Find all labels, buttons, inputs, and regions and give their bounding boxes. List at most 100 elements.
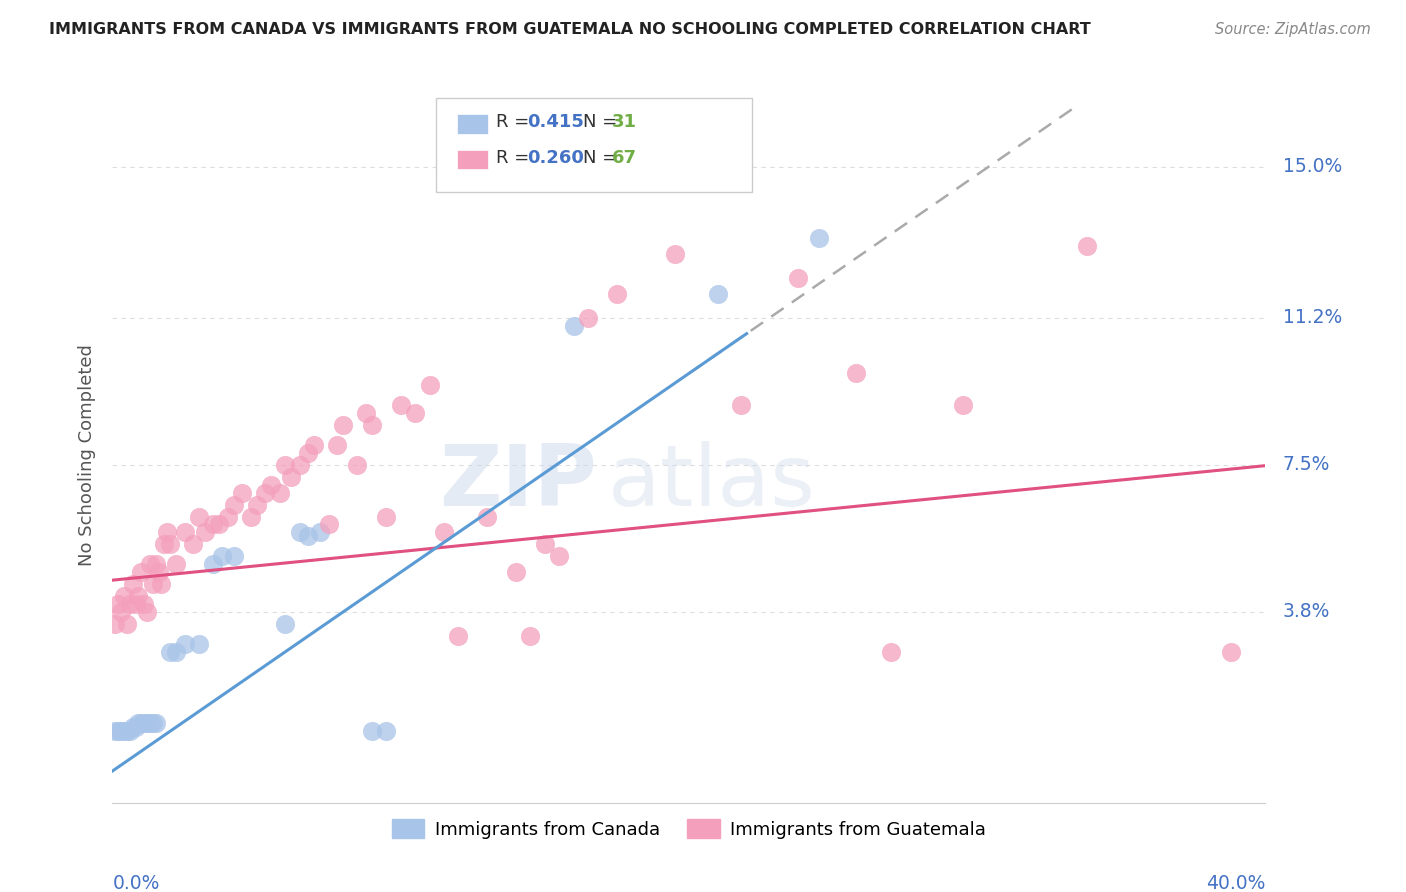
Point (107, 597, 129, 611)
Text: 31: 31 (612, 113, 637, 131)
Point (129, 716, 153, 731)
Point (142, 577, 165, 591)
Point (107, 724, 129, 739)
Point (139, 558, 162, 572)
Point (260, 477, 283, 491)
Point (548, 549, 571, 564)
Point (188, 509, 211, 524)
Text: 40.0%: 40.0% (1206, 874, 1265, 892)
Text: R =: R = (496, 113, 536, 131)
Point (1076, 239, 1098, 253)
Point (288, 458, 311, 472)
Point (404, 406, 426, 420)
Point (360, 418, 382, 433)
Point (274, 616, 297, 631)
Text: ZIP: ZIP (439, 442, 596, 524)
Point (606, 286, 628, 301)
Point (562, 318, 585, 333)
Point (194, 525, 217, 540)
Point (534, 537, 557, 551)
Point (112, 589, 135, 603)
Point (110, 724, 132, 739)
Point (134, 597, 156, 611)
Point (115, 616, 138, 631)
Point (124, 720, 146, 734)
Point (730, 398, 752, 412)
Text: N =: N = (583, 149, 623, 167)
Point (211, 549, 233, 564)
Point (165, 645, 187, 659)
Legend: Immigrants from Canada, Immigrants from Guatemala: Immigrants from Canada, Immigrants from … (384, 812, 994, 846)
Point (576, 310, 599, 325)
Point (297, 446, 319, 460)
Point (127, 716, 149, 731)
Point (136, 605, 159, 619)
Point (274, 458, 297, 472)
Point (288, 525, 311, 540)
Point (121, 577, 143, 591)
Point (145, 716, 167, 731)
Text: 15.0%: 15.0% (1282, 157, 1341, 177)
Point (112, 724, 135, 739)
Point (389, 398, 412, 412)
Point (375, 509, 398, 524)
Point (159, 537, 181, 551)
Point (173, 637, 195, 651)
Point (118, 724, 141, 739)
Point (181, 537, 204, 551)
Point (664, 247, 686, 261)
Point (475, 509, 499, 524)
Point (354, 406, 377, 420)
Text: IMMIGRANTS FROM CANADA VS IMMIGRANTS FROM GUATEMALA NO SCHOOLING COMPLETED CORRE: IMMIGRANTS FROM CANADA VS IMMIGRANTS FRO… (49, 22, 1091, 37)
Point (127, 589, 149, 603)
Point (165, 558, 187, 572)
Point (505, 565, 527, 579)
Point (222, 549, 245, 564)
Point (156, 525, 179, 540)
Point (202, 517, 225, 532)
Point (121, 720, 143, 734)
Point (519, 629, 541, 643)
Point (419, 378, 441, 392)
Point (134, 716, 156, 731)
Point (110, 605, 132, 619)
Point (104, 724, 127, 739)
Y-axis label: No Schooling Completed: No Schooling Completed (77, 344, 96, 566)
Point (139, 716, 162, 731)
Point (124, 597, 146, 611)
Point (787, 271, 810, 285)
Text: 7.5%: 7.5% (1282, 455, 1330, 475)
Point (360, 724, 382, 739)
Point (346, 458, 368, 472)
Text: atlas: atlas (609, 442, 817, 524)
Point (173, 525, 195, 540)
Text: N =: N = (583, 113, 623, 131)
Point (222, 498, 245, 512)
Point (136, 716, 159, 731)
Point (104, 616, 127, 631)
Text: Source: ZipAtlas.com: Source: ZipAtlas.com (1215, 22, 1371, 37)
Point (375, 724, 398, 739)
Point (118, 597, 141, 611)
Point (1219, 645, 1241, 659)
Point (148, 565, 170, 579)
Text: 0.415: 0.415 (527, 113, 583, 131)
Point (269, 485, 291, 500)
Point (332, 418, 354, 433)
Text: 11.2%: 11.2% (1282, 309, 1341, 327)
Text: 67: 67 (612, 149, 637, 167)
Point (202, 558, 225, 572)
Point (880, 645, 903, 659)
Point (297, 529, 319, 543)
Point (115, 724, 138, 739)
Point (145, 558, 167, 572)
Point (807, 231, 830, 245)
Point (217, 509, 239, 524)
Point (304, 438, 326, 452)
Point (142, 716, 165, 731)
Point (952, 398, 974, 412)
Point (129, 565, 153, 579)
Point (246, 498, 269, 512)
Text: 3.8%: 3.8% (1282, 602, 1330, 622)
Text: 0.0%: 0.0% (112, 874, 160, 892)
